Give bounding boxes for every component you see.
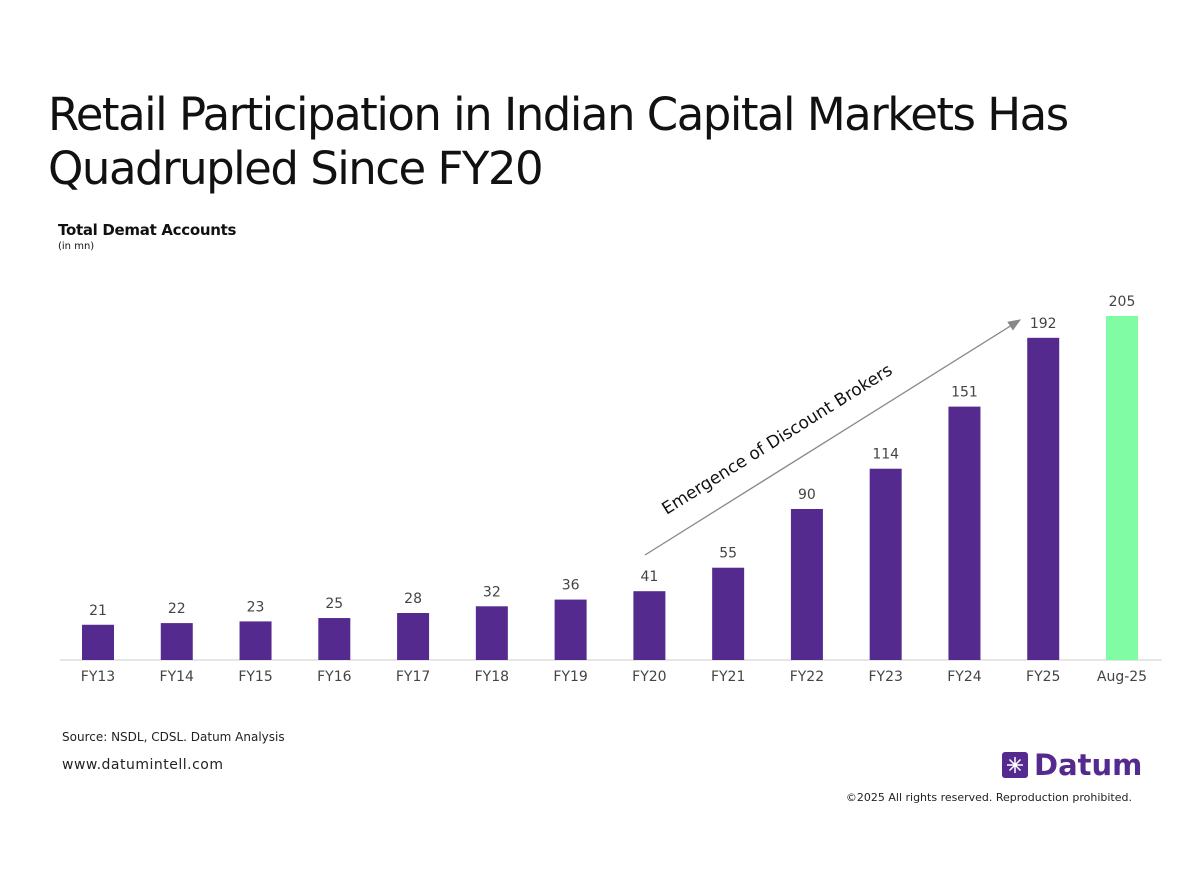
value-label: 151 xyxy=(951,385,978,401)
source-note: Source: NSDL, CDSL. Datum Analysis xyxy=(62,730,285,744)
bar xyxy=(790,508,823,660)
chart-title: Retail Participation in Indian Capital M… xyxy=(48,88,1069,195)
unit-note: (in mn) xyxy=(58,241,95,252)
x-tick-label: FY14 xyxy=(160,669,195,685)
bar xyxy=(318,618,351,660)
bar xyxy=(554,599,587,660)
bar xyxy=(160,623,193,660)
bar xyxy=(1106,316,1138,660)
value-label: 192 xyxy=(1030,316,1057,332)
website: www.datumintell.com xyxy=(62,757,224,773)
x-tick-label: FY13 xyxy=(81,669,115,685)
annotation: Emergence of Discount Brokers xyxy=(659,360,897,519)
value-label: 114 xyxy=(872,447,899,463)
value-label: 36 xyxy=(562,578,580,594)
x-tick-label: Aug-25 xyxy=(1097,669,1147,685)
bar xyxy=(82,624,114,660)
x-tick-label: FY21 xyxy=(711,669,745,685)
x-tick-label: FY25 xyxy=(1026,669,1060,685)
x-tick-label: FY23 xyxy=(868,669,902,685)
x-tick-label: FY20 xyxy=(632,669,666,685)
x-tick-label: FY15 xyxy=(238,669,272,685)
bar xyxy=(397,613,430,660)
value-label: 90 xyxy=(798,487,816,503)
chart: Emergence of Discount Brokers FY13 21 FY14… xyxy=(60,294,1162,685)
value-label: 32 xyxy=(483,584,501,600)
value-label: 22 xyxy=(168,601,186,617)
logo-icon xyxy=(1002,752,1028,778)
value-label: 25 xyxy=(325,596,343,612)
copyright: ©2025 All rights reserved. Reproduction … xyxy=(845,791,1132,804)
bar xyxy=(475,606,508,660)
x-tick-label: FY24 xyxy=(947,669,982,685)
value-label: 23 xyxy=(247,599,265,615)
bar xyxy=(239,621,272,660)
x-tick-label: FY22 xyxy=(790,669,824,685)
value-label: 21 xyxy=(89,603,107,619)
value-label: 55 xyxy=(719,546,737,562)
bar xyxy=(712,567,745,660)
bar xyxy=(1027,337,1060,660)
brand-logo: Datum xyxy=(1002,748,1142,782)
brand-name: Datum xyxy=(1034,748,1143,782)
value-label: 28 xyxy=(404,591,422,607)
x-tick-label: FY16 xyxy=(317,669,352,685)
bar xyxy=(869,468,902,660)
x-tick-label: FY19 xyxy=(553,669,587,685)
x-tick-label: FY17 xyxy=(396,669,430,685)
chart-subtitle: Total Demat Accounts xyxy=(58,221,237,239)
bar xyxy=(948,406,981,660)
value-label: 41 xyxy=(640,569,658,585)
annotation-arrow xyxy=(644,319,1022,556)
bar xyxy=(633,591,666,660)
value-label: 205 xyxy=(1109,294,1136,310)
x-tick-label: FY18 xyxy=(475,669,509,685)
